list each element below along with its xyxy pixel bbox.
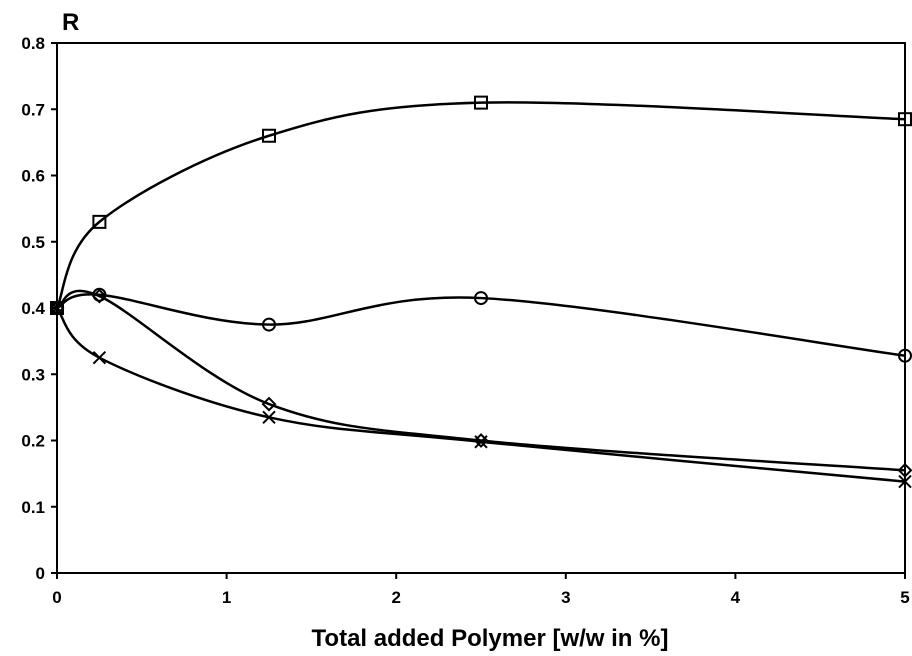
y-tick-label: 0.4 — [21, 299, 45, 318]
marker — [474, 95, 488, 110]
marker — [92, 214, 107, 229]
marker — [898, 112, 912, 127]
marker — [474, 435, 488, 449]
marker — [92, 350, 107, 365]
marker — [898, 474, 912, 489]
x-axis-label: Total added Polymer [w/w in %] — [312, 625, 669, 652]
x-tick-label: 4 — [731, 588, 741, 607]
marker — [91, 288, 107, 304]
y-tick-label: 0 — [36, 564, 45, 583]
y-tick-label: 0.3 — [21, 365, 45, 384]
series-line — [55, 101, 906, 309]
y-tick-label: 0.6 — [21, 167, 45, 186]
x-tick-label: 1 — [222, 588, 231, 607]
marker — [898, 348, 912, 363]
marker — [50, 301, 64, 315]
marker — [262, 410, 276, 425]
x-tick-label: 3 — [561, 588, 570, 607]
marker — [262, 128, 276, 143]
marker — [262, 317, 276, 332]
x-tick-label: 2 — [391, 588, 400, 607]
y-axis-label: R — [62, 9, 79, 36]
plot-frame — [56, 42, 906, 574]
marker — [49, 300, 65, 316]
x-tick-label: 0 — [52, 588, 61, 607]
marker — [474, 291, 488, 306]
y-tick-label: 0.2 — [21, 432, 45, 451]
marker — [897, 462, 912, 478]
series-line — [55, 307, 906, 483]
y-tick-label: 0.7 — [21, 100, 45, 119]
series-line — [56, 289, 906, 472]
y-tick-label: 0.5 — [21, 233, 45, 252]
y-tick-label: 0.8 — [21, 34, 45, 53]
x-tick-label: 5 — [900, 588, 909, 607]
marker — [261, 396, 277, 412]
y-tick-label: 0.1 — [21, 498, 45, 517]
